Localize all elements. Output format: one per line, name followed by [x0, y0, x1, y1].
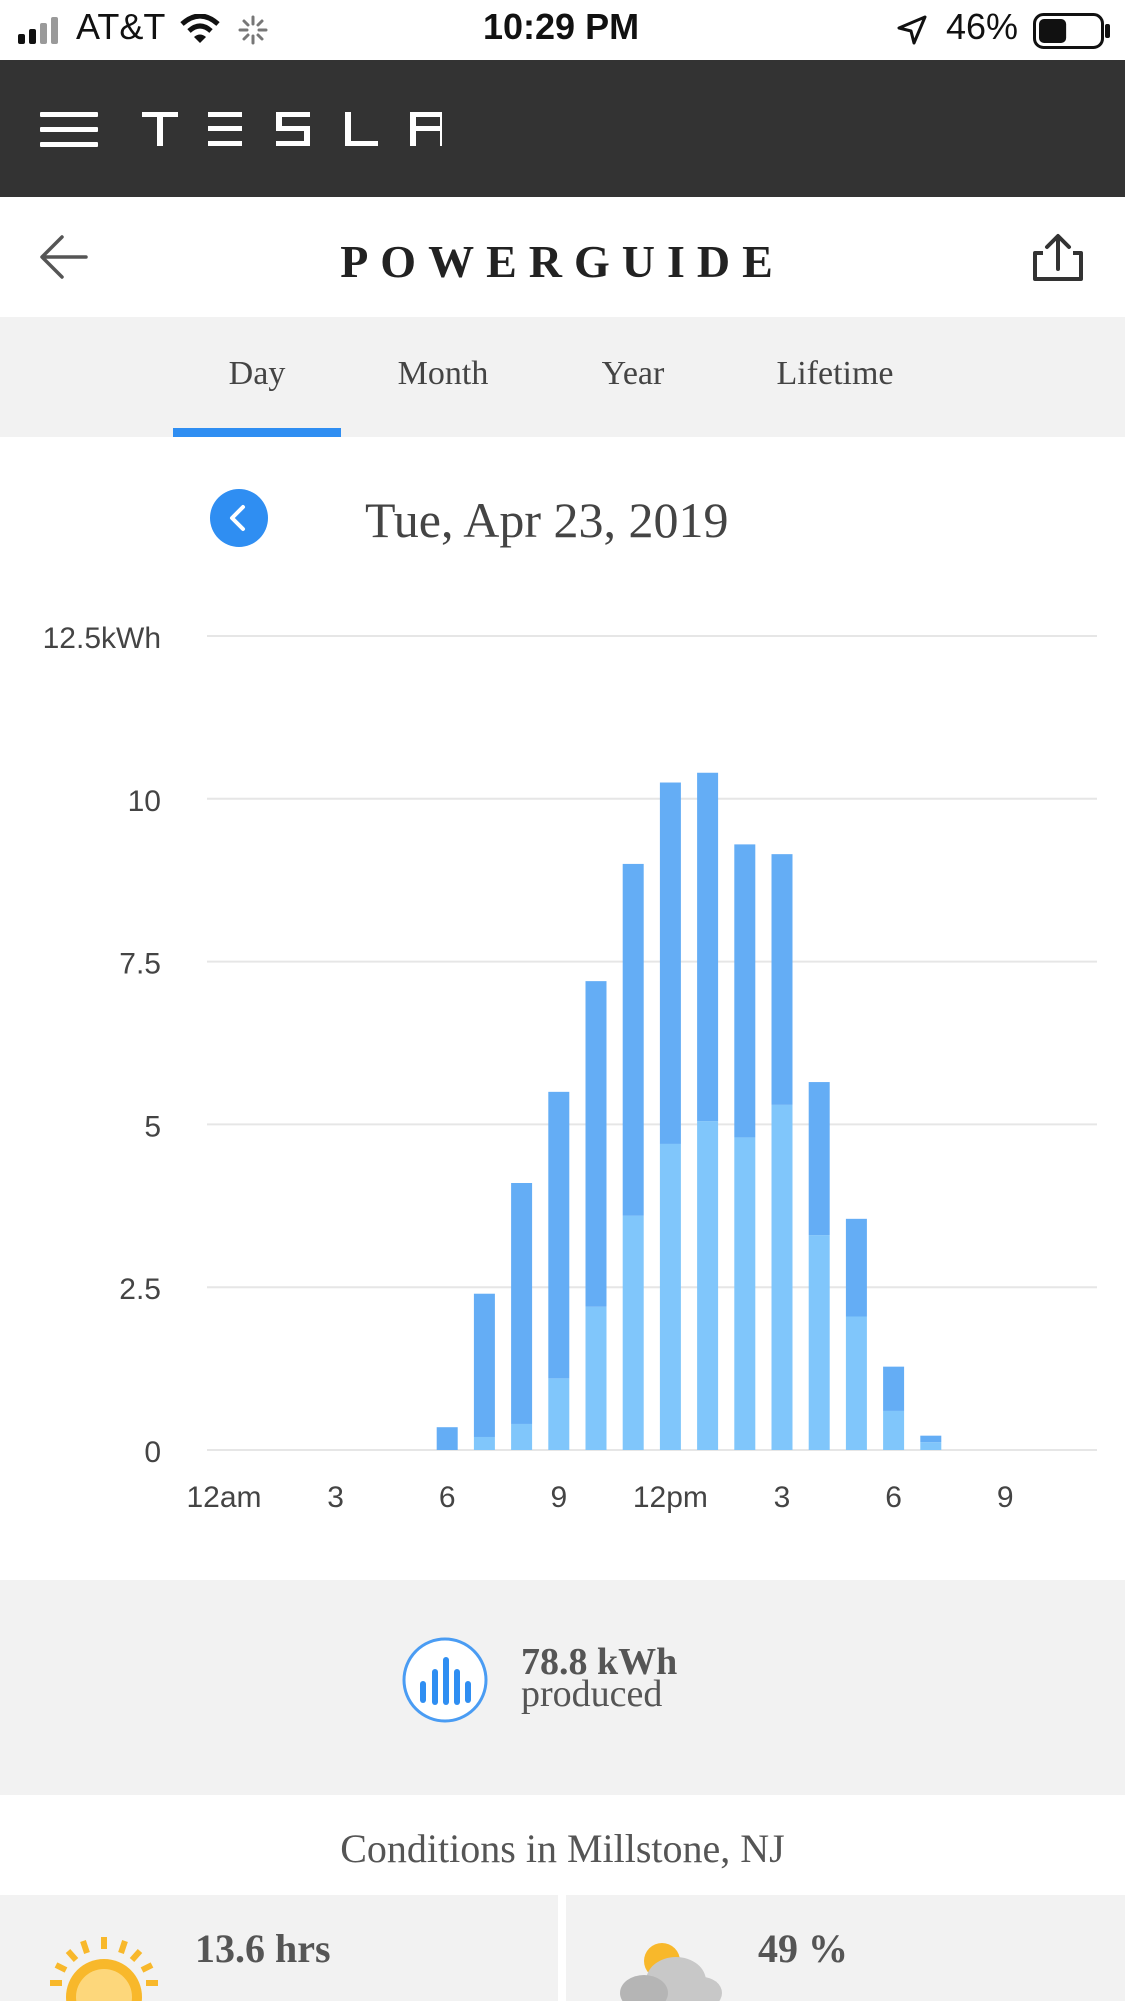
partly-cloudy-icon — [620, 1943, 722, 2001]
bar-segment — [771, 854, 793, 1105]
battery-icon — [1033, 13, 1110, 49]
tab-month[interactable]: Month — [397, 355, 489, 392]
tesla-logo — [142, 112, 442, 146]
previous-day-button[interactable] — [210, 489, 268, 547]
bar-segment — [622, 1215, 644, 1450]
app-header — [0, 60, 1125, 197]
back-arrow-icon[interactable] — [38, 233, 90, 281]
x-tick-label: 9 — [997, 1481, 1014, 1514]
bar-segment — [697, 1121, 719, 1450]
bar-segment — [845, 1316, 867, 1450]
bar-segment — [511, 1183, 533, 1424]
share-icon[interactable] — [1030, 233, 1086, 283]
tab-year[interactable]: Year — [601, 355, 665, 392]
y-tick-label: 5 — [144, 1110, 161, 1143]
conditions-title: Conditions in Millstone, NJ — [340, 1826, 785, 1871]
y-tick-label: 10 — [128, 785, 161, 818]
cloud-cover-card: 49 % — [566, 1895, 1125, 2001]
x-tick-label: 12pm — [633, 1481, 708, 1514]
bar-segment — [920, 1435, 942, 1443]
bar-segment — [473, 1436, 495, 1450]
chevron-left-icon — [230, 505, 245, 531]
active-tab-indicator — [173, 428, 341, 437]
clock: 10:29 PM — [483, 6, 640, 47]
location-arrow-icon — [897, 15, 927, 45]
bar-segment — [548, 1091, 570, 1379]
sun-hours-value: 13.6 hrs — [195, 1926, 331, 1971]
bar-segment — [808, 1235, 830, 1450]
bar-segment — [697, 772, 719, 1122]
loading-icon — [238, 15, 268, 45]
bar-segment — [585, 981, 607, 1307]
bar-segment — [659, 1143, 681, 1450]
y-tick-label: 2.5 — [119, 1273, 161, 1306]
bar-segment — [548, 1378, 570, 1450]
page-header: POWERGUIDE — [0, 197, 1125, 317]
x-tick-label: 3 — [774, 1481, 791, 1514]
bar-segment — [734, 844, 756, 1138]
x-tick-label: 9 — [550, 1481, 567, 1514]
y-tick-label: 0 — [144, 1436, 161, 1469]
x-tick-label: 6 — [439, 1481, 456, 1514]
production-chart: 0 2.5 5 7.5 10 12.5kWh 12am 3 6 9 12pm 3 6 9 — [43, 622, 1097, 1514]
tab-lifetime[interactable]: Lifetime — [776, 355, 894, 392]
status-bar: AT&T 10:29 PM 46% — [0, 0, 1125, 60]
sun-hours-card: 13.6 hrs — [0, 1895, 558, 2001]
bar-segment — [734, 1137, 756, 1450]
bar-segment — [771, 1104, 793, 1450]
conditions-section: Conditions in Millstone, NJ — [0, 1795, 1125, 1895]
carrier-label: AT&T — [76, 6, 166, 47]
cloud-cover-value: 49 % — [758, 1926, 848, 1971]
bar-chart-icon — [402, 1637, 488, 1723]
produced-value: 78.8 kWh — [521, 1641, 678, 1683]
bar-segment — [511, 1423, 533, 1450]
bar-segment — [473, 1293, 495, 1437]
bar-segment — [436, 1427, 458, 1450]
x-tick-label: 12am — [186, 1481, 261, 1514]
bar-segment — [808, 1082, 830, 1236]
page-title: POWERGUIDE — [340, 236, 785, 287]
battery-percent: 46% — [946, 6, 1019, 47]
bar-segment — [622, 863, 644, 1216]
x-tick-label: 3 — [327, 1481, 344, 1514]
sun-icon — [50, 1937, 158, 2001]
date-selector: Tue, Apr 23, 2019 — [0, 437, 1125, 587]
y-tick-label: 12.5kWh — [43, 622, 161, 655]
tab-day[interactable]: Day — [228, 355, 286, 392]
bar-segment — [883, 1410, 905, 1450]
bar-segment — [585, 1306, 607, 1450]
wifi-icon — [180, 14, 220, 43]
bar-segment — [883, 1366, 905, 1411]
date-label: Tue, Apr 23, 2019 — [365, 492, 729, 548]
produced-label: produced — [521, 1673, 663, 1715]
signal-icon — [18, 17, 58, 44]
bar-segment — [659, 782, 681, 1144]
production-summary: 78.8 kWh produced — [0, 1580, 1125, 1795]
menu-icon[interactable] — [40, 112, 98, 148]
period-tabs: Day Month Year Lifetime — [0, 317, 1125, 437]
bar-segment — [845, 1218, 867, 1317]
y-tick-label: 7.5 — [119, 948, 161, 981]
x-tick-label: 6 — [885, 1481, 902, 1514]
bar-segment — [920, 1442, 942, 1450]
